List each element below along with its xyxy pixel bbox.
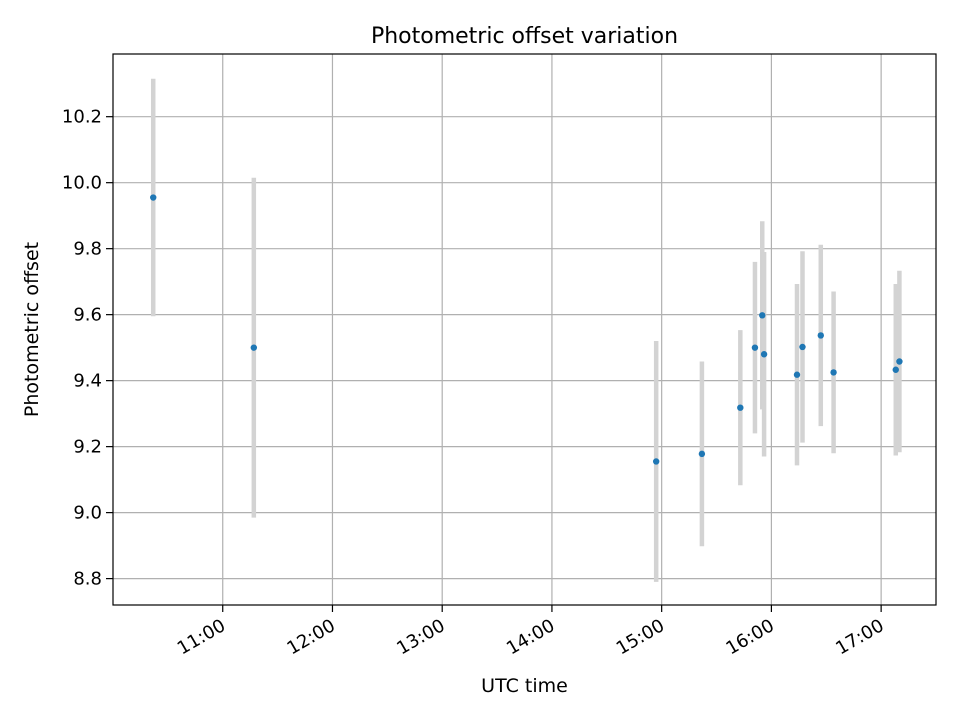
grid — [113, 54, 936, 605]
y-axis-label: Photometric offset — [21, 242, 43, 417]
y-tick-label: 9.6 — [73, 305, 102, 326]
data-point — [652, 458, 660, 465]
y-tick-label: 9.2 — [73, 437, 102, 458]
data-point — [150, 194, 157, 201]
x-axis-label: UTC time — [481, 675, 568, 697]
y-tick-label: 9.4 — [73, 371, 102, 392]
data-point — [799, 343, 806, 351]
y-tick-label: 10.2 — [62, 107, 102, 128]
data-point — [817, 332, 824, 339]
y-tick-label: 9.8 — [73, 239, 102, 260]
y-tick-label: 9.0 — [73, 503, 102, 524]
data-point — [760, 351, 768, 358]
data-point — [250, 344, 258, 351]
data-points — [150, 194, 903, 465]
data-point — [896, 358, 903, 365]
data-point — [751, 344, 759, 351]
y-axis-ticks: 8.8 9.0 9.2 9.4 9.6 9.8 10.0 10.2 — [62, 107, 113, 590]
plot-area-frame — [112, 53, 937, 606]
data-point — [892, 366, 899, 373]
data-point — [737, 404, 744, 411]
data-point — [698, 450, 706, 458]
y-tick-label: 10.0 — [62, 173, 102, 194]
chart-title: Photometric offset variation — [371, 24, 678, 49]
data-point — [793, 371, 801, 378]
data-point — [759, 312, 766, 319]
data-point — [830, 369, 837, 376]
y-tick-label: 8.8 — [73, 569, 102, 590]
